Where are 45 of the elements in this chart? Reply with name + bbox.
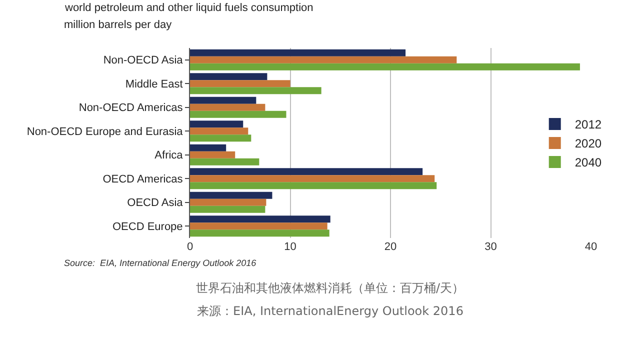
- bar: [190, 49, 406, 56]
- bar: [190, 151, 236, 158]
- y-tick-label: OECD Asia: [127, 197, 184, 210]
- x-tick-label: 40: [584, 241, 598, 253]
- x-tick-label: 0: [186, 241, 194, 253]
- y-tick-label: OECD Americas: [102, 173, 184, 186]
- y-tick-label: Africa: [154, 150, 184, 162]
- legend-label: 2020: [574, 136, 602, 151]
- bar: [190, 168, 423, 176]
- bar: [190, 198, 266, 206]
- x-tick-label: 30: [484, 241, 497, 253]
- x-tick-label: 10: [284, 241, 296, 253]
- x-tick-label: 20: [384, 241, 397, 253]
- bar: [190, 144, 226, 152]
- bar: [190, 206, 266, 213]
- source-note: 来源：EIA, InternationalEnergy Outlook 2016: [197, 304, 464, 318]
- text: 世界石油和其他液体燃料消耗（单位：百万桶/天）: [196, 281, 464, 295]
- bar: [190, 56, 457, 64]
- y-tick-label: Middle East: [125, 78, 183, 90]
- bar: [190, 104, 266, 111]
- bar: [190, 134, 252, 142]
- bar: [190, 87, 322, 94]
- bar: [190, 63, 580, 70]
- bar: [190, 158, 260, 166]
- bar: [190, 222, 328, 230]
- chart-subtitle: million barrels per day: [64, 19, 172, 31]
- bar: [190, 96, 256, 104]
- legend-label: 2040: [574, 156, 602, 170]
- bar: [190, 230, 330, 237]
- y-tick-label: Non-OECD Americas: [78, 102, 184, 114]
- bar: [190, 216, 330, 223]
- bar: [190, 73, 268, 80]
- bar: [190, 120, 244, 128]
- bar: [190, 175, 435, 182]
- y-tick-label: Non-OECD Asia: [103, 54, 184, 67]
- bar: [190, 192, 272, 199]
- legend-label: 2012: [574, 118, 602, 132]
- bar: [190, 182, 437, 190]
- source-note: Source: EIA, International Energy Outlook 2016: [64, 258, 256, 268]
- y-tick-label: Non-OECD Europe and Eurasia: [26, 126, 184, 138]
- bar: [190, 80, 290, 88]
- bar: [190, 110, 286, 118]
- bar: [190, 128, 248, 135]
- y-tick-label: OECD Europe: [112, 220, 183, 233]
- chart-title: world petroleum and other liquid fuels consumption: [64, 2, 314, 14]
